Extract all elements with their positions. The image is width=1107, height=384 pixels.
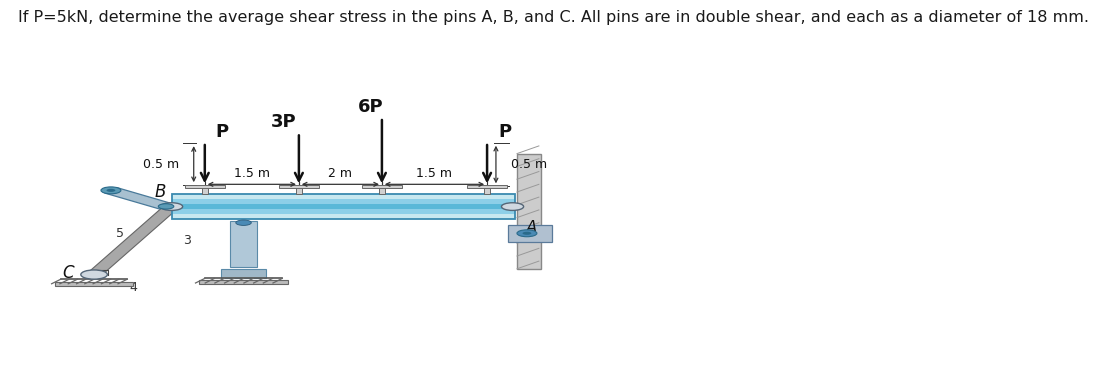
Bar (55, 282, 133, 286)
Bar (279, 185, 319, 187)
Circle shape (501, 203, 524, 210)
Bar (517, 154, 541, 269)
Text: P: P (498, 123, 511, 141)
Bar (508, 225, 552, 242)
Circle shape (523, 232, 531, 235)
Text: B: B (155, 183, 166, 201)
Circle shape (236, 220, 251, 225)
Bar (185, 185, 225, 187)
Text: 3: 3 (183, 234, 190, 247)
Bar (230, 221, 257, 267)
Bar (221, 269, 266, 278)
Bar (172, 194, 515, 199)
Text: 0.5 m: 0.5 m (143, 158, 179, 170)
Bar (172, 199, 515, 204)
Circle shape (161, 203, 183, 210)
Text: 1.5 m: 1.5 m (234, 167, 270, 180)
Circle shape (101, 187, 121, 194)
Text: 3P: 3P (271, 113, 297, 131)
Text: 0.5 m: 0.5 m (511, 158, 548, 170)
Circle shape (517, 230, 537, 237)
Bar (172, 194, 515, 219)
Bar (297, 186, 301, 194)
Bar (379, 186, 385, 194)
Text: 1.5 m: 1.5 m (416, 167, 453, 180)
Text: A: A (526, 219, 537, 237)
Bar (485, 186, 489, 194)
Text: 5: 5 (115, 227, 124, 240)
Text: 4: 4 (128, 281, 137, 295)
Polygon shape (86, 205, 179, 276)
Bar (362, 185, 402, 187)
Bar (199, 280, 288, 284)
Text: P: P (216, 123, 229, 141)
Text: 2 m: 2 m (329, 167, 352, 180)
Text: If P=5kN, determine the average shear stress in the pins A, B, and C. All pins a: If P=5kN, determine the average shear st… (18, 10, 1089, 25)
Circle shape (106, 189, 115, 192)
Bar (172, 214, 515, 219)
Bar (467, 185, 507, 187)
Bar (201, 186, 208, 194)
Circle shape (81, 270, 107, 279)
Text: 6P: 6P (358, 98, 383, 116)
Bar (172, 209, 515, 214)
Polygon shape (104, 188, 173, 209)
Circle shape (158, 204, 174, 209)
Bar (172, 204, 515, 209)
Text: C: C (62, 264, 74, 281)
